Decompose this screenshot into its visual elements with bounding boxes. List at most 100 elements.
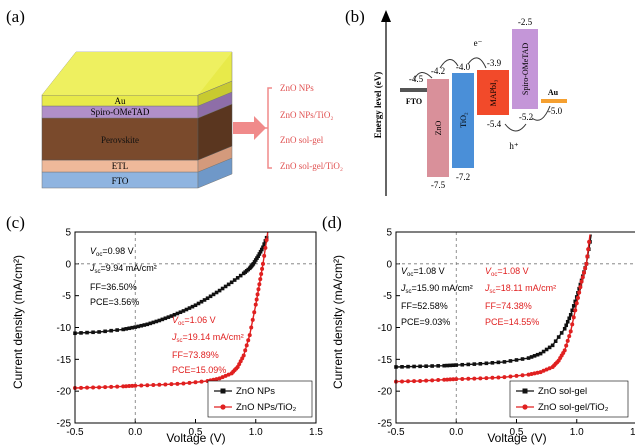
- d-data-point: [581, 270, 586, 275]
- c-data-point: [193, 380, 198, 385]
- d-data-point: [541, 349, 546, 354]
- d-ytick-label: -25: [378, 419, 393, 430]
- d-data-point: [538, 351, 543, 356]
- c-data-point: [79, 385, 84, 390]
- etl-option: ZnO sol-gel: [280, 135, 324, 145]
- c-xtick-label: 0.5: [189, 427, 203, 438]
- c-legend-marker: [220, 388, 226, 394]
- panel-c: (c) Current density (mA/cm²) Voltage (V)…: [6, 213, 323, 445]
- c-data-point: [178, 310, 183, 315]
- d-data-point: [567, 316, 572, 321]
- c-annotation-1: Voc=0.98 V Jsc=9.94 mA/cm² FF=36.50% PCE…: [89, 246, 157, 307]
- c-data-point: [257, 252, 262, 256]
- panel-c-label: (c): [6, 213, 25, 232]
- c-ytick-label: 0: [65, 259, 71, 270]
- d-ann1-voc: Voc=1.08 V: [401, 266, 445, 278]
- c-data-point: [257, 282, 262, 287]
- d-data-point: [502, 375, 507, 380]
- panel-b: (b) Energy level (eV) -4.5 FTO -4.2 -7.5…: [345, 7, 567, 196]
- d-data-point: [418, 378, 423, 383]
- d-data-point: [478, 361, 483, 366]
- layer-stack: Au Spiro-OMeTAD Perovskite ETL FTO: [41, 51, 233, 189]
- d-data-point: [412, 379, 417, 384]
- d-data-point: [406, 364, 410, 369]
- d-data-point: [574, 301, 579, 306]
- d-data-point: [564, 343, 569, 348]
- d-legend-label: ZnO sol-gel: [538, 386, 587, 397]
- c-data-point: [262, 242, 266, 246]
- c-legend-label: ZnO NPs/TiO₂: [236, 402, 297, 413]
- d-xtick-label: -0.5: [387, 427, 405, 438]
- d-plot-frame: [395, 231, 635, 424]
- d-data-point: [508, 374, 513, 379]
- d-data-point: [559, 331, 564, 335]
- c-data-point: [151, 320, 156, 325]
- c-ann1-pce: PCE=3.56%: [90, 297, 139, 307]
- c-data-point: [103, 385, 108, 390]
- c-data-point: [124, 327, 129, 331]
- d-ann2-jsc: Jsc=18.11 mA/cm²: [484, 283, 556, 295]
- level-label: -7.5: [431, 180, 446, 190]
- hole-transfer-arrow-icon: [531, 105, 551, 121]
- c-data-point: [181, 381, 186, 386]
- d-annotation-2: Voc=1.08 V Jsc=18.11 mA/cm² FF=74.38% PC…: [484, 266, 556, 327]
- d-data-point: [544, 367, 549, 372]
- hole-transfer-arrow-icon: [504, 123, 527, 132]
- layer-label-etl: ETL: [112, 161, 129, 171]
- d-data-point: [460, 376, 465, 381]
- level-label: -4.0: [456, 62, 471, 72]
- d-data-point: [520, 373, 525, 378]
- d-data-point: [573, 308, 578, 313]
- c-legend-marker: [220, 404, 226, 410]
- c-data-point: [232, 278, 237, 282]
- d-data-point: [583, 266, 588, 271]
- c-data-point: [115, 328, 119, 332]
- c-data-point: [223, 284, 228, 289]
- c-data-point: [251, 262, 256, 266]
- c-series: [73, 231, 269, 390]
- d-data-point: [478, 376, 483, 381]
- c-data-point: [139, 383, 144, 388]
- layer-label-spiro: Spiro-OMeTAD: [91, 107, 150, 117]
- d-data-point: [466, 362, 471, 367]
- d-data-point: [529, 355, 534, 359]
- c-ticks: -0.5 0.0 0.5 1.0 1.5 5 0 -5 -10 -15 -20 -25: [57, 228, 324, 439]
- c-data-point: [226, 282, 231, 287]
- layer-label-fto: FTO: [112, 176, 129, 186]
- electron-transfer-arrow-icon: [439, 59, 459, 69]
- c-data-point: [85, 330, 89, 335]
- panel-b-label: (b): [345, 7, 365, 26]
- electron-label: e⁻: [474, 38, 483, 48]
- panel-a-label: (a): [6, 7, 25, 26]
- c-data-point: [238, 273, 243, 278]
- d-ann1-pce: PCE=9.03%: [401, 317, 450, 327]
- d-data-point: [454, 377, 459, 382]
- d-data-point: [442, 377, 447, 382]
- c-data-point: [79, 331, 83, 335]
- d-data-point: [424, 364, 428, 368]
- electron-transfer-arrow-icon: [413, 72, 433, 81]
- band-spiro: [512, 29, 538, 109]
- c-data-point: [256, 254, 260, 258]
- d-ytick-label: -10: [378, 323, 393, 334]
- energy-axis-label: Energy level (eV): [373, 72, 383, 138]
- band-tio2: [452, 73, 474, 168]
- d-data-point: [454, 363, 459, 367]
- c-data-point: [214, 377, 219, 382]
- d-data-point: [451, 363, 456, 368]
- level-label: -5.4: [487, 119, 502, 129]
- c-ann1-voc: Voc=0.98 V: [90, 246, 134, 258]
- c-data-point: [91, 330, 95, 335]
- d-data-point: [571, 304, 576, 308]
- c-data-point: [249, 325, 254, 330]
- d-data-point: [541, 368, 546, 373]
- c-data-point: [205, 296, 210, 301]
- d-data-point: [535, 352, 540, 357]
- d-data-point: [571, 315, 576, 320]
- d-ytick-label: -20: [378, 387, 393, 398]
- c-data-point: [97, 385, 102, 390]
- d-legend-box: [509, 380, 629, 418]
- d-data-point: [580, 275, 585, 280]
- c-data-point: [187, 380, 192, 385]
- etl-options-list: ZnO NPs ZnO NPs/TiO₂ ZnO sol-gel ZnO sol…: [280, 83, 343, 171]
